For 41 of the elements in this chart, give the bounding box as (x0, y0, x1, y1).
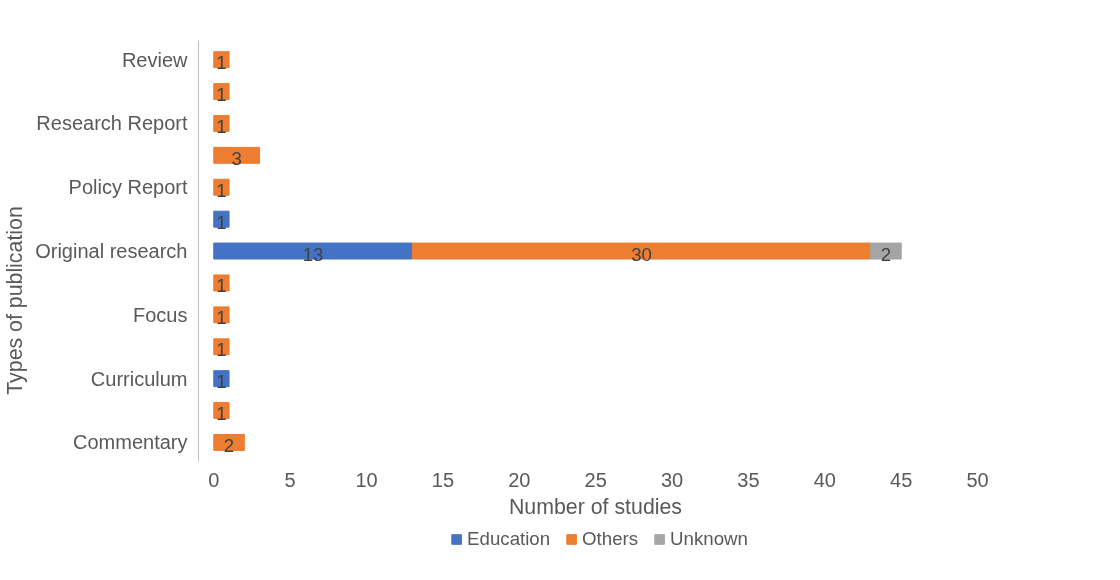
data-label: 1 (216, 403, 227, 425)
x-tick-label: 20 (508, 468, 531, 491)
bar (411, 242, 872, 260)
bar (213, 146, 261, 164)
x-tick-label: 25 (584, 468, 607, 491)
x-tick-label: 15 (431, 468, 455, 491)
y-tick-label: Commentary (73, 431, 188, 454)
data-label: 1 (216, 275, 227, 297)
data-label: 1 (216, 52, 227, 74)
y-tick-label: Research Report (36, 112, 188, 135)
data-label: 2 (223, 434, 235, 456)
data-label: 1 (216, 115, 227, 137)
y-tick-label: Policy Report (68, 176, 188, 199)
y-tick-label: Curriculum (90, 367, 188, 390)
bar (213, 242, 413, 260)
x-axis-title: Number of studies (508, 494, 683, 519)
y-tick-label: Review (121, 48, 189, 71)
legend-label: Others (582, 528, 639, 550)
x-tick-label: 50 (966, 468, 989, 491)
legend-label: Unknown (670, 528, 748, 550)
data-label: 1 (216, 339, 227, 361)
bar (213, 433, 245, 451)
x-tick-label: 45 (890, 468, 913, 491)
x-tick-label: 40 (813, 468, 836, 491)
y-tick-label: Original research (35, 240, 188, 263)
bar (870, 242, 902, 260)
data-label: 2 (880, 243, 892, 265)
x-tick-label: 5 (284, 468, 296, 491)
y-axis-title: Types of publication (3, 206, 28, 395)
data-label: 3 (231, 147, 242, 169)
data-label: 1 (216, 371, 227, 393)
x-tick-label: 35 (737, 468, 760, 491)
data-label: 1 (216, 211, 227, 233)
data-label: 1 (216, 307, 227, 329)
x-tick-label: 10 (355, 468, 378, 491)
data-label: 1 (216, 84, 227, 106)
x-tick-label: 0 (208, 468, 220, 491)
data-label: 1 (216, 179, 227, 201)
y-tick-label: Focus (133, 303, 188, 326)
x-tick-label: 30 (660, 468, 684, 491)
legend-label: Education (467, 528, 551, 550)
